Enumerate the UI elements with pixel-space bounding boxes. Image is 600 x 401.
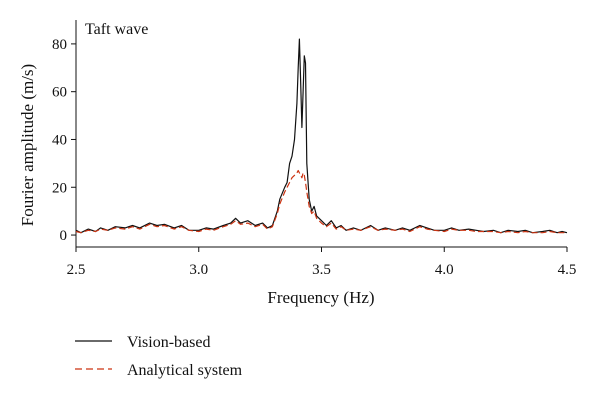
y-tick-label: 0	[60, 228, 68, 244]
x-tick-label: 4.0	[435, 262, 454, 278]
series-line-vision-based	[75, 38, 568, 234]
series-line-analytical-system	[75, 169, 567, 234]
legend: Vision-based Analytical system	[75, 334, 243, 379]
x-tick-label: 2.5	[67, 262, 86, 278]
legend-label-analytical-system: Analytical system	[127, 362, 243, 379]
y-tick-label: 80	[52, 37, 67, 53]
x-tick-label: 3.0	[189, 262, 208, 278]
chart-annotation: Taft wave	[85, 21, 148, 38]
series-layer	[75, 38, 568, 234]
y-ticks: 0 20 40 60 80	[52, 37, 76, 244]
x-tick-label: 3.5	[312, 262, 331, 278]
x-ticks: 2.5 3.0 3.5 4.0 4.5	[67, 247, 577, 278]
y-axis-label: Fourier amplitude (m/s)	[18, 64, 37, 226]
legend-label-vision-based: Vision-based	[127, 334, 210, 351]
x-axis-label: Frequency (Hz)	[267, 288, 374, 307]
plot-area	[75, 20, 567, 248]
y-tick-label: 40	[52, 132, 67, 148]
y-tick-label: 60	[52, 85, 67, 101]
y-tick-label: 20	[52, 180, 67, 196]
x-tick-label: 4.5	[558, 262, 577, 278]
